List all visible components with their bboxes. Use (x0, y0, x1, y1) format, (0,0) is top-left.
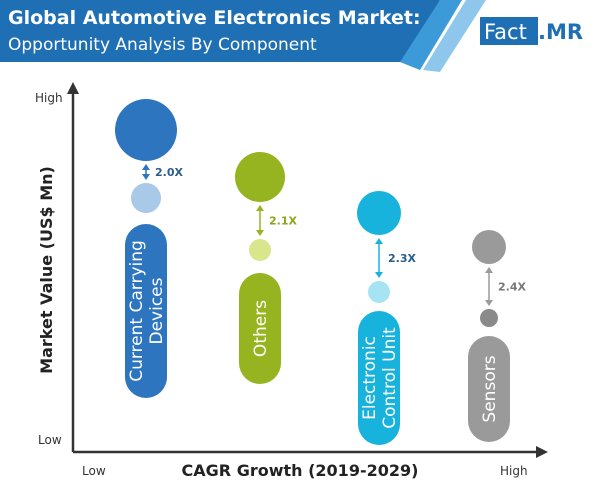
y-tick-low: Low (38, 433, 62, 447)
category-label: Electronic (360, 336, 380, 420)
header-stripe (423, 0, 486, 72)
arrow-head (375, 238, 383, 244)
bubble-base (131, 183, 161, 213)
header-band (0, 0, 440, 62)
header-subtitle: Opportunity Analysis By Component (8, 35, 317, 55)
arrow-head (256, 230, 264, 236)
header-title: Global Automotive Electronics Market: (8, 7, 421, 29)
multiplier-label: 2.0X (155, 166, 183, 179)
category-pill (125, 224, 167, 398)
x-axis-label: CAGR Growth (2019-2029) (182, 461, 419, 480)
arrow-head (256, 205, 264, 211)
x-tick-low: Low (82, 464, 106, 478)
category-label: Devices (147, 277, 167, 344)
y-axis-label: Market Value (US$ Mn) (37, 166, 56, 374)
arrow-head (142, 164, 150, 170)
category-pill (468, 336, 510, 442)
arrow-head (375, 272, 383, 278)
x-axis-arrow (536, 446, 548, 458)
logo-text-mr: .MR (538, 20, 583, 44)
arrow-head (485, 300, 493, 306)
category-label: Sensors (480, 355, 500, 422)
header-stripe (400, 0, 462, 70)
bubble-base (249, 239, 271, 261)
y-tick-high: High (35, 91, 63, 105)
category-label: Others (251, 300, 271, 357)
arrow-head (142, 174, 150, 180)
category-label: Control Unit (380, 327, 400, 429)
logo-box (480, 17, 538, 45)
logo-text: Fact (484, 20, 527, 44)
category-pill (358, 311, 400, 445)
bubble-current (357, 191, 401, 235)
multiplier-label: 2.3X (388, 252, 416, 265)
multiplier-label: 2.4X (498, 281, 526, 294)
bubble-base (480, 309, 498, 327)
category-label: Current Carrying (127, 240, 147, 382)
x-tick-high: High (500, 464, 528, 478)
arrow-head (485, 267, 493, 273)
bubble-current (235, 152, 285, 202)
bubble-current (115, 99, 177, 161)
category-pill (239, 273, 281, 384)
bubble-base (368, 281, 390, 303)
multiplier-label: 2.1X (269, 215, 297, 228)
y-axis-arrow (67, 82, 79, 94)
bubble-current (472, 230, 506, 264)
